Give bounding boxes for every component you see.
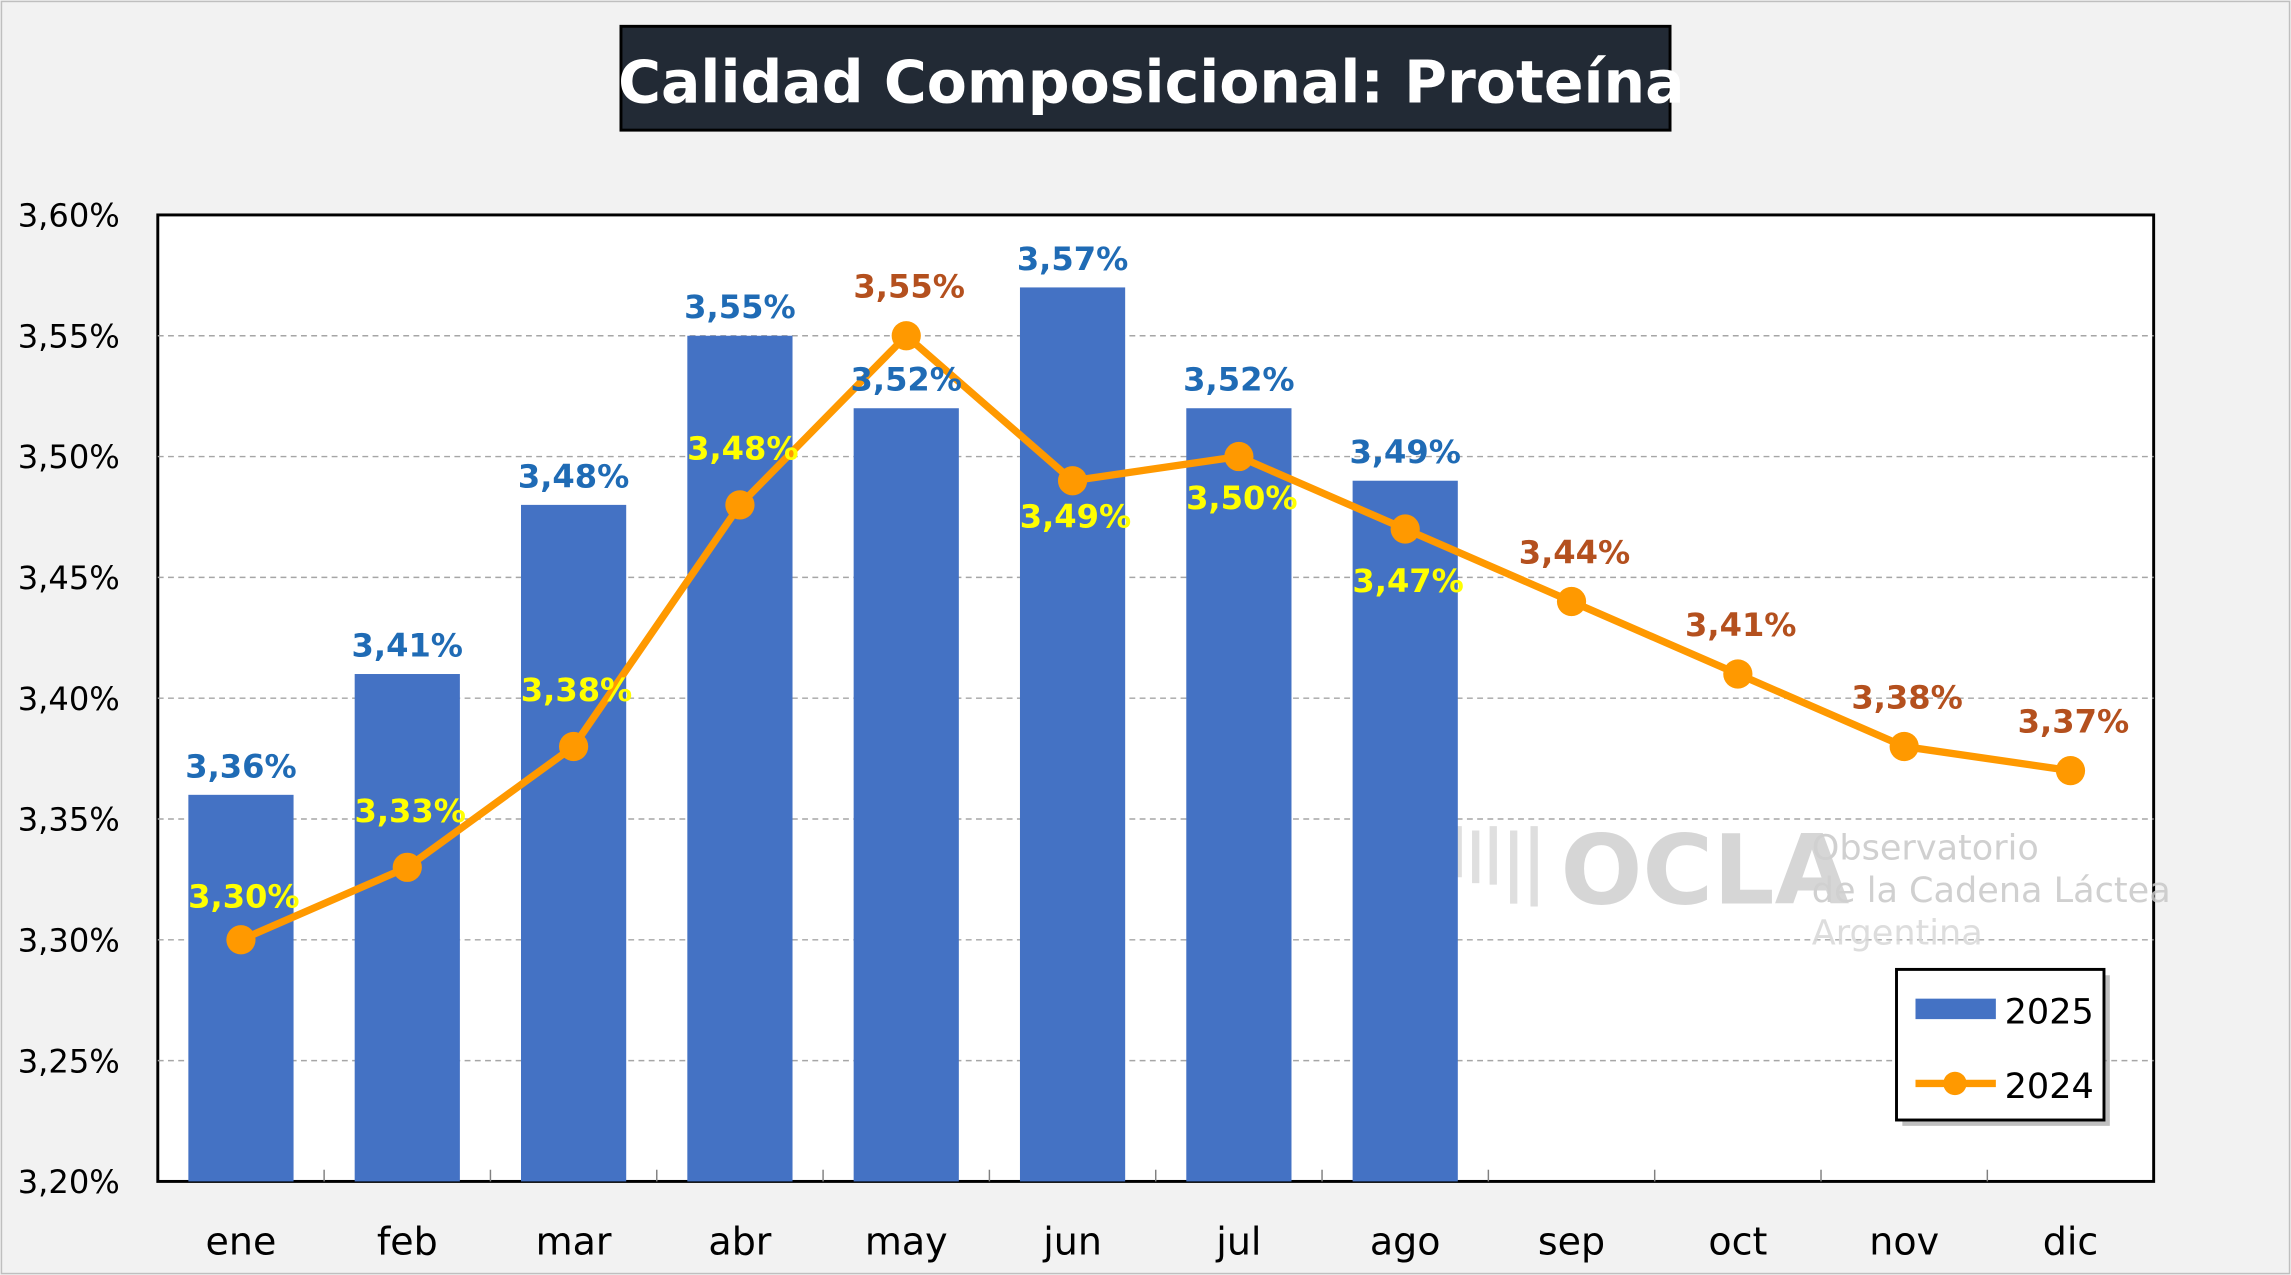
bar-2025 [1352, 480, 1458, 1182]
point-2024 [1556, 586, 1587, 617]
point-2024 [1889, 731, 1919, 762]
bar-2025 [1019, 287, 1126, 1182]
x-tick-label: may [865, 1220, 948, 1264]
legend-label-2025: 2025 [2005, 991, 2094, 1032]
data-label-2025: 3,52% [1183, 361, 1294, 399]
bar-2025 [1186, 408, 1292, 1182]
bar-2025 [521, 504, 627, 1182]
legend-swatch-2025 [1915, 998, 1996, 1020]
x-tick-label: ago [1370, 1220, 1441, 1264]
watermark-line1: Observatorio [1812, 828, 2039, 869]
x-tick-label: jun [1042, 1220, 1102, 1264]
ocla-logo-text: OCLA [1560, 814, 1849, 927]
data-label-2025: 3,55% [684, 288, 795, 326]
x-tick-label: ene [206, 1220, 277, 1264]
data-label-2024: 3,47% [1352, 562, 1463, 600]
bar-2025 [188, 794, 294, 1182]
x-tick-label: oct [1708, 1220, 1767, 1264]
y-tick-label: 3,20% [18, 1163, 120, 1201]
point-2024 [1057, 466, 1088, 496]
legend-label-2024: 2024 [2005, 1066, 2094, 1107]
data-label-2024: 3,38% [1851, 678, 1962, 716]
x-tick-label: feb [377, 1220, 438, 1264]
x-tick-label: nov [1869, 1220, 1939, 1264]
point-2024 [1390, 514, 1420, 544]
x-tick-label: sep [1538, 1220, 1605, 1264]
point-2024 [1224, 441, 1254, 472]
y-tick-label: 3,40% [18, 680, 120, 718]
data-label-2024: 3,41% [1685, 606, 1796, 644]
title-box [619, 24, 1672, 132]
bar-2025 [687, 335, 793, 1182]
point-2024 [226, 925, 256, 955]
bar-2025 [853, 408, 959, 1182]
point-2024 [558, 731, 589, 762]
x-tick-label: dic [2043, 1220, 2099, 1264]
point-2024 [2055, 756, 2086, 786]
y-tick-label: 3,25% [18, 1042, 120, 1080]
data-label-2025: 3,41% [352, 626, 463, 664]
point-2024 [891, 321, 921, 351]
chart-title: Calidad Composicional: Proteína [618, 48, 1684, 116]
data-label-2024: 3,48% [687, 430, 798, 468]
x-tick-label: mar [536, 1220, 612, 1264]
x-tick-label: jul [1215, 1220, 1261, 1264]
ocla-watermark: OCLA Observatorio de la Cadena Láctea Ar… [1396, 814, 2171, 954]
line-2024 [239, 330, 2072, 944]
data-label-2025: 3,57% [1017, 240, 1128, 278]
data-label-2024: 3,30% [188, 878, 299, 916]
point-2024 [392, 852, 422, 882]
y-tick-label: 3,50% [18, 438, 120, 476]
x-tick-label: abr [708, 1220, 771, 1264]
y-tick-label: 3,30% [18, 921, 120, 959]
data-label-2024: 3,49% [1020, 497, 1131, 535]
data-label-2025: 3,49% [1349, 433, 1460, 471]
bar-2025 [354, 674, 460, 1182]
data-label-2024: 3,50% [1186, 479, 1297, 517]
data-label-2024: 3,44% [1519, 534, 1630, 572]
data-label-2025: 3,36% [185, 747, 296, 785]
y-tick-label: 3,45% [18, 559, 120, 597]
data-label-2025: 3,52% [851, 361, 962, 399]
data-label-2024: 3,38% [521, 671, 632, 709]
data-label-2024: 3,55% [853, 268, 964, 306]
legend: 2025 2024 [1895, 967, 2110, 1126]
watermark-line2: de la Cadena Láctea [1812, 870, 2171, 911]
data-label-2024: 3,37% [2018, 703, 2129, 741]
y-tick-label: 3,55% [18, 317, 120, 355]
watermark-line3: Argentina [1812, 913, 1983, 954]
point-2024 [725, 490, 755, 520]
data-label-2025: 3,48% [518, 457, 629, 495]
point-2024 [1723, 659, 1753, 689]
y-tick-label: 3,35% [18, 801, 120, 839]
data-label-2024: 3,33% [354, 792, 465, 830]
y-tick-label: 3,60% [18, 197, 120, 235]
